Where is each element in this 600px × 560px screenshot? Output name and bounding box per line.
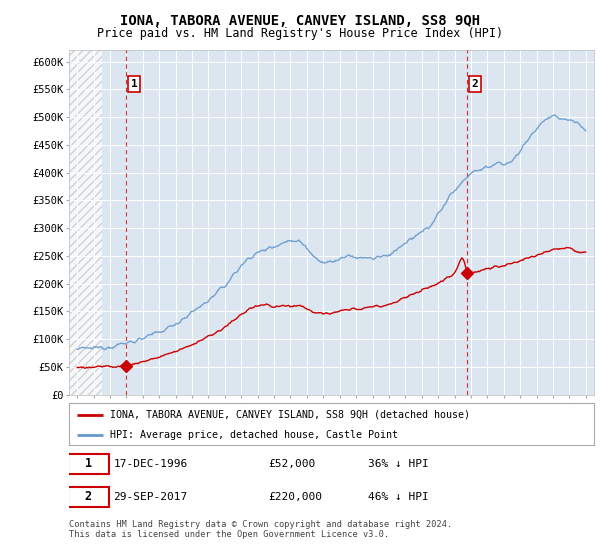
Text: £220,000: £220,000	[269, 492, 323, 502]
Text: HPI: Average price, detached house, Castle Point: HPI: Average price, detached house, Cast…	[110, 430, 398, 440]
Text: IONA, TABORA AVENUE, CANVEY ISLAND, SS8 9QH: IONA, TABORA AVENUE, CANVEY ISLAND, SS8 …	[120, 14, 480, 28]
Bar	[69, 50, 102, 395]
Text: Price paid vs. HM Land Registry's House Price Index (HPI): Price paid vs. HM Land Registry's House …	[97, 27, 503, 40]
Text: 17-DEC-1996: 17-DEC-1996	[113, 459, 188, 469]
Text: IONA, TABORA AVENUE, CANVEY ISLAND, SS8 9QH (detached house): IONA, TABORA AVENUE, CANVEY ISLAND, SS8 …	[110, 410, 470, 420]
Text: Contains HM Land Registry data © Crown copyright and database right 2024.
This d: Contains HM Land Registry data © Crown c…	[69, 520, 452, 539]
Bar	[69, 50, 102, 395]
FancyBboxPatch shape	[68, 454, 109, 474]
FancyBboxPatch shape	[68, 487, 109, 507]
Text: 46% ↓ HPI: 46% ↓ HPI	[368, 492, 429, 502]
Text: 2: 2	[472, 79, 479, 88]
Text: 1: 1	[85, 457, 92, 470]
Text: 29-SEP-2017: 29-SEP-2017	[113, 492, 188, 502]
Text: 36% ↓ HPI: 36% ↓ HPI	[368, 459, 429, 469]
Text: £52,000: £52,000	[269, 459, 316, 469]
Text: 1: 1	[131, 79, 137, 88]
Text: 2: 2	[85, 490, 92, 503]
